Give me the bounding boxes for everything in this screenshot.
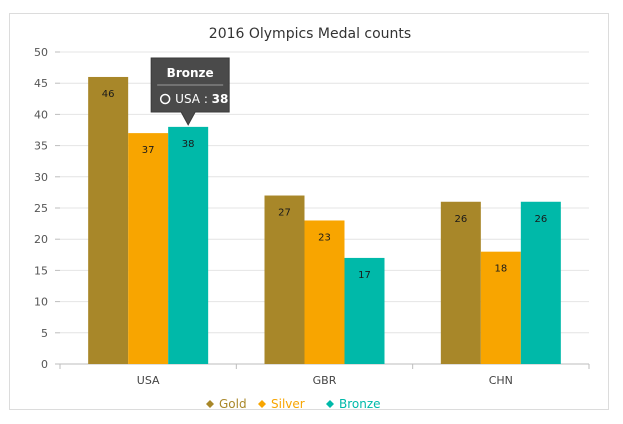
y-tick-label: 45 [34, 77, 48, 90]
bar-bronze-chn[interactable] [520, 201, 561, 364]
legend-label: Gold [219, 397, 247, 411]
bar-bronze-gbr[interactable] [344, 257, 385, 364]
y-tick-label: 10 [34, 296, 48, 309]
chart-title: 2016 Olympics Medal counts [209, 26, 411, 42]
data-label: 37 [142, 145, 155, 156]
tooltip-category: USA [175, 92, 201, 106]
tooltip-value: 38 [212, 92, 229, 106]
tooltip-background [150, 57, 230, 126]
x-tick-label: GBR [313, 374, 337, 387]
data-label: 18 [494, 264, 507, 275]
bar-bronze-usa[interactable] [168, 126, 209, 364]
y-axis: 0 5 10 15 20 25 30 35 40 45 50 [34, 46, 60, 371]
tooltip-separator: : [200, 92, 212, 106]
y-tick-label: 35 [34, 140, 48, 153]
data-label: 17 [358, 270, 371, 281]
x-tick-label: USA [137, 374, 160, 387]
legend: Gold Silver Bronze [206, 397, 381, 411]
data-label: 27 [278, 208, 291, 219]
bar-silver-gbr[interactable] [304, 220, 345, 364]
data-label: 23 [318, 232, 331, 243]
legend-item-bronze[interactable]: Bronze [326, 397, 381, 411]
y-tick-label: 25 [34, 202, 48, 215]
y-tick-label: 0 [41, 358, 48, 371]
x-tick-label: CHN [489, 374, 513, 387]
legend-diamond-icon [326, 400, 334, 408]
legend-label: Silver [271, 397, 305, 411]
tooltip: Bronze USA : 38 [150, 57, 230, 126]
legend-item-silver[interactable]: Silver [258, 397, 305, 411]
tooltip-marker-icon [159, 93, 171, 105]
data-label: 26 [454, 214, 467, 225]
bar-gold-usa[interactable] [88, 76, 129, 365]
legend-diamond-icon [258, 400, 266, 408]
bar-gold-chn[interactable] [440, 201, 481, 364]
bars [88, 76, 561, 365]
legend-label: Bronze [339, 397, 381, 411]
data-labels: 46 37 38 27 23 17 26 18 26 [102, 89, 547, 281]
y-tick-label: 15 [34, 264, 48, 277]
data-label: 26 [534, 214, 547, 225]
data-label: 38 [182, 139, 195, 150]
bar-silver-chn[interactable] [480, 251, 521, 364]
tooltip-title: Bronze [167, 66, 214, 80]
legend-item-gold[interactable]: Gold [206, 397, 247, 411]
bar-silver-usa[interactable] [128, 133, 169, 364]
y-tick-label: 30 [34, 171, 48, 184]
data-label: 46 [102, 89, 115, 100]
x-axis: USA GBR CHN [59, 364, 590, 387]
y-tick-label: 5 [41, 327, 48, 340]
y-tick-label: 50 [34, 46, 48, 59]
bar-gold-gbr[interactable] [264, 195, 305, 364]
y-tick-label: 20 [34, 233, 48, 246]
y-tick-label: 40 [34, 108, 48, 121]
tooltip-text: USA : 38 [175, 92, 228, 106]
legend-diamond-icon [206, 400, 214, 408]
